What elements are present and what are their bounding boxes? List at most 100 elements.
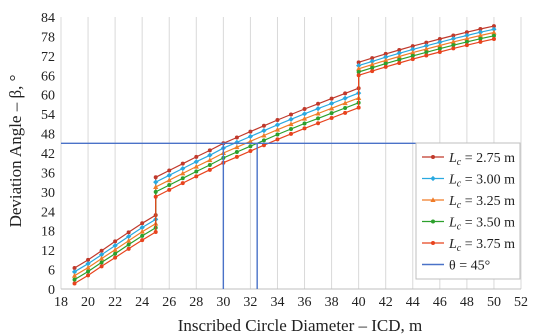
- data-point: [207, 167, 212, 172]
- data-point: [342, 100, 348, 106]
- data-point: [153, 175, 158, 180]
- x-tick-label: 18: [54, 295, 68, 310]
- legend: Lc = 2.75 m Lc = 3.00 m Lc = 3.25 m Lc = 3.…: [415, 142, 521, 280]
- data-point: [383, 57, 389, 63]
- data-point: [86, 273, 91, 278]
- y-axis-title: Deviation Angle – β, °: [6, 75, 25, 228]
- series-line-4: [74, 35, 495, 281]
- data-point: [112, 243, 118, 249]
- data-point: [329, 116, 334, 121]
- data-point: [193, 159, 199, 165]
- data-point: [437, 49, 442, 54]
- data-point: [383, 54, 389, 60]
- data-point: [72, 265, 77, 270]
- data-point: [194, 169, 199, 174]
- data-point: [289, 131, 293, 136]
- x-tick-label: 36: [298, 295, 312, 310]
- data-point: [99, 248, 104, 253]
- y-tick-label: 0: [48, 283, 55, 298]
- x-tick-label: 22: [108, 295, 122, 310]
- y-tick-label: 12: [41, 244, 55, 259]
- series-1: [72, 24, 496, 270]
- data-point: [328, 105, 335, 111]
- data-point: [153, 179, 159, 185]
- data-point: [85, 264, 91, 270]
- x-tick-label: 38: [325, 295, 339, 310]
- data-point: [437, 42, 443, 48]
- data-point: [140, 233, 145, 238]
- data-point: [234, 154, 239, 159]
- data-point: [261, 132, 267, 138]
- data-point: [261, 123, 266, 128]
- data-point: [167, 183, 172, 188]
- legend-label: θ = 45°: [449, 259, 490, 274]
- legend-marker: [430, 175, 436, 182]
- y-tick-label: 36: [41, 166, 55, 181]
- data-point: [139, 228, 145, 234]
- data-point: [248, 129, 253, 134]
- x-tick-label: 20: [81, 295, 95, 310]
- data-point: [302, 121, 307, 126]
- data-point: [180, 170, 186, 176]
- data-point: [477, 29, 484, 35]
- data-point: [478, 36, 483, 41]
- data-point: [193, 163, 199, 169]
- data-point: [86, 257, 91, 262]
- data-point: [194, 154, 199, 159]
- data-point: [369, 61, 375, 67]
- data-point: [301, 111, 308, 117]
- data-point: [329, 111, 334, 116]
- data-point: [315, 106, 321, 112]
- data-point: [410, 53, 415, 58]
- data-point: [72, 277, 77, 282]
- data-point: [71, 272, 78, 278]
- data-point: [464, 39, 469, 44]
- data-point: [383, 51, 388, 56]
- x-tick-label: 44: [406, 295, 420, 310]
- data-point: [437, 37, 442, 42]
- data-point: [410, 44, 415, 49]
- data-point: [126, 230, 131, 235]
- x-tick-label: 24: [135, 295, 149, 310]
- data-point: [247, 133, 254, 140]
- data-point: [248, 144, 253, 149]
- data-point: [207, 162, 212, 167]
- data-point: [464, 30, 469, 35]
- y-tick-label: 54: [41, 108, 55, 123]
- data-point: [396, 53, 402, 59]
- data-point: [113, 251, 118, 256]
- data-point: [370, 56, 375, 61]
- y-tick-label: 24: [41, 205, 55, 220]
- series-line-3: [74, 31, 495, 277]
- data-point: [234, 144, 240, 150]
- data-point: [261, 138, 266, 143]
- data-point: [167, 187, 172, 192]
- data-point: [126, 237, 132, 243]
- data-point: [464, 35, 470, 41]
- data-point: [288, 116, 294, 122]
- data-point: [464, 32, 470, 39]
- data-point: [126, 233, 132, 240]
- y-tick-label: 78: [41, 30, 55, 45]
- legend-marker: [431, 155, 435, 159]
- series-4: [72, 33, 496, 282]
- legend-marker: [431, 241, 435, 245]
- data-point: [234, 150, 239, 155]
- series-line-2: [74, 28, 495, 273]
- data-point: [343, 91, 348, 96]
- data-point: [464, 43, 469, 48]
- data-point: [329, 96, 334, 101]
- y-tick-label: 60: [41, 89, 55, 104]
- data-point: [288, 121, 294, 127]
- data-point: [343, 105, 348, 110]
- data-point: [153, 184, 159, 189]
- x-tick-label: 30: [216, 295, 230, 310]
- data-point: [207, 152, 213, 158]
- data-point: [343, 110, 348, 115]
- series-5: [72, 37, 496, 286]
- y-tick-label: 42: [41, 147, 55, 162]
- x-tick-label: 48: [460, 295, 474, 310]
- data-point: [126, 242, 131, 247]
- data-point: [383, 64, 388, 69]
